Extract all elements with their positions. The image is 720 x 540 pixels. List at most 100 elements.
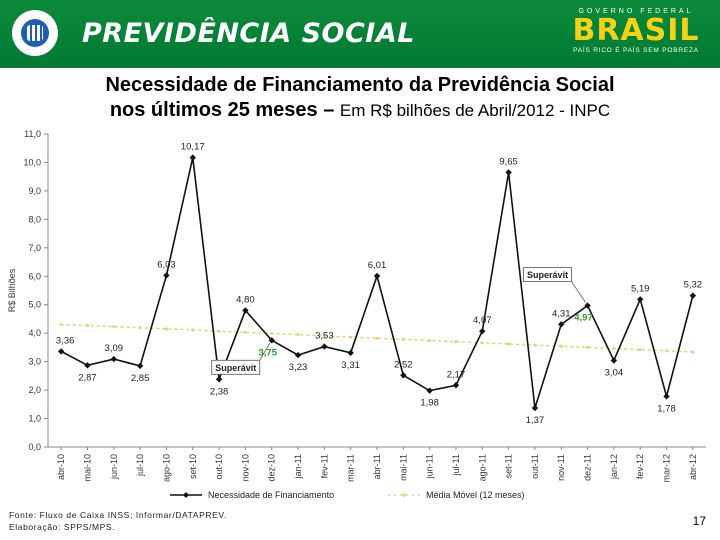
chart-subtitle: Em R$ bilhões de Abril/2012 - INPC: [339, 101, 611, 120]
moving-average-point: [585, 345, 590, 350]
moving-average-point: [164, 327, 169, 331]
financing-need-point: [531, 404, 539, 412]
financing-need-point: [637, 296, 644, 303]
moving-average-point: [401, 337, 405, 342]
financing-need-point: [321, 343, 328, 350]
financing-need-point: [163, 272, 170, 279]
x-tick-label: nov-10: [240, 454, 250, 482]
gov-name: BRASIL: [572, 13, 700, 48]
page-number: 17: [692, 514, 706, 528]
x-tick-label: jun-10: [109, 454, 119, 480]
financing-need-point: [452, 382, 460, 389]
financing-need-point: [189, 154, 196, 161]
x-tick-label: out-11: [530, 454, 540, 479]
legend-series1-label: Necessidade de Financiamento: [208, 490, 334, 500]
moving-average-point: [85, 323, 90, 328]
financing-need-point: [57, 348, 65, 355]
x-tick-label: jul-11: [451, 454, 461, 476]
annotation-pointer: [259, 343, 271, 361]
data-label: 10,17: [181, 142, 205, 153]
financing-need-line: [60, 157, 694, 409]
data-label: 3,31: [341, 360, 360, 371]
data-label: 4,31: [552, 308, 571, 319]
financing-need-point: [558, 321, 565, 328]
data-label: 2,38: [210, 386, 229, 397]
x-tick-label: set-11: [504, 454, 514, 478]
financing-need-point: [505, 169, 512, 176]
data-label: 4,80: [236, 294, 255, 305]
moving-average-point: [480, 341, 484, 345]
chart-area: 0,0 1,0 2,0 3,0 4,0 5,0 6,0 7,0 8,0 9,0 10,0 11,0 R$…: [0, 124, 720, 504]
x-tick-label: jul-10: [135, 454, 145, 477]
data-label: 4,07: [473, 315, 492, 326]
financing-need-point: [663, 393, 670, 400]
x-tick-label: abr-10: [56, 454, 66, 480]
prepared-text: Elaboração: SPPS/MPS.: [9, 522, 116, 532]
chart-title-line1: Necessidade de Financiamento da Previdên…: [105, 74, 615, 96]
gov-top-text: GOVERNO FEDERAL: [578, 8, 694, 15]
chart-title-line2-bold: nos últimos 25 meses –: [109, 99, 340, 121]
y-tick-label: 10,0: [23, 157, 41, 167]
x-tick-label: jun-11: [425, 454, 435, 479]
x-tick-label: abr-12: [688, 454, 698, 480]
y-tick-label: 11,0: [24, 129, 41, 139]
source-note: Fonte: Fluxo de Caixa INSS; Informar/DAT…: [9, 509, 227, 533]
data-label: 1,37: [526, 415, 545, 426]
data-label: 5,32: [684, 280, 703, 291]
moving-average-point: [375, 336, 379, 340]
data-label: 2,85: [131, 373, 150, 384]
data-label: 2,52: [394, 359, 413, 370]
legend-series2-marker: [402, 493, 406, 497]
data-label: 1,78: [657, 403, 676, 414]
data-label: 6,01: [368, 260, 387, 271]
legend-series1-marker: [183, 492, 189, 498]
y-tick-label: 6,0: [28, 271, 41, 281]
x-tick-label: out-10: [214, 454, 224, 480]
financing-need-point: [268, 337, 275, 344]
data-label: 3,09: [105, 343, 124, 354]
x-tick-label: mai-11: [398, 454, 408, 481]
moving-average-point: [428, 338, 432, 343]
logo-emblem-icon: [21, 19, 49, 47]
annotation-label: Superávit: [527, 270, 568, 280]
y-tick-label: 9,0: [28, 186, 41, 196]
y-tick-label: 3,0: [28, 357, 41, 367]
financing-need-point: [426, 387, 433, 394]
header-banner: PREVIDÊNCIA SOCIAL GOVERNO FEDERAL BRASI…: [0, 0, 720, 68]
financing-need-point: [84, 362, 91, 369]
financing-need-point: [400, 372, 407, 379]
data-label: 3,04: [605, 367, 624, 378]
moving-average-point: [691, 350, 695, 354]
moving-average-point: [217, 329, 221, 333]
y-tick-label: 4,0: [28, 328, 41, 338]
data-label: 6,03: [157, 259, 176, 270]
data-label: 9,65: [499, 156, 518, 167]
annotation-label: Superávit: [215, 363, 256, 373]
x-tick-label: ago-11: [477, 454, 487, 481]
moving-average-point: [559, 344, 563, 348]
moving-average-point: [664, 349, 669, 353]
financing-need-point: [215, 376, 223, 383]
annotation-pointer: [571, 281, 586, 303]
x-tick-label: dez-11: [583, 454, 593, 481]
financing-need-point: [373, 272, 381, 280]
x-tick-label: set-10: [188, 454, 198, 479]
moving-average-point: [191, 328, 195, 332]
x-tick-label: fev-12: [635, 454, 645, 479]
data-label: 4,97: [574, 313, 593, 324]
brand-title: PREVIDÊNCIA SOCIAL: [82, 18, 415, 49]
moving-average-point: [243, 330, 247, 334]
gov-slogan: PAÍS RICO É PAÍS SEM POBREZA: [573, 47, 699, 54]
data-label: 3,23: [289, 362, 308, 373]
data-label: 3,75: [258, 347, 277, 358]
moving-average-point: [270, 331, 274, 336]
moving-average-point: [612, 346, 616, 351]
moving-average-point: [59, 323, 63, 327]
data-label: 3,53: [315, 331, 334, 342]
moving-average-point: [454, 340, 458, 344]
moving-average-point: [296, 333, 300, 337]
moving-average-point: [138, 326, 142, 330]
financing-need-point: [689, 292, 697, 299]
financing-need-point: [110, 355, 117, 363]
governo-federal-logo: GOVERNO FEDERAL BRASIL PAÍS RICO É PAÍS …: [570, 8, 702, 54]
